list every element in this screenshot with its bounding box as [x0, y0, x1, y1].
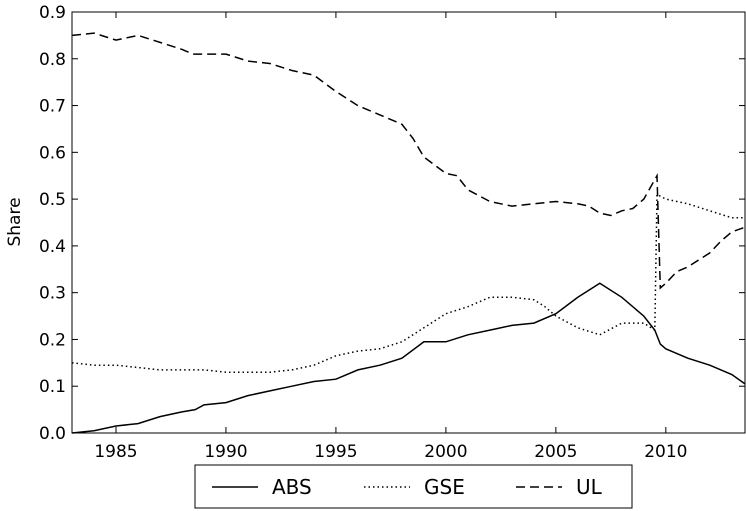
- data-line: [71, 32, 746, 290]
- x-tick-label: 2000: [424, 442, 467, 462]
- y-tick-label: 0.8: [39, 50, 66, 70]
- y-tick-label: 0.9: [39, 3, 66, 23]
- legend-label: ABS: [272, 475, 312, 499]
- x-tick-label: 2005: [534, 442, 577, 462]
- plot-frame: [71, 11, 746, 434]
- x-tick-label: 1985: [94, 442, 137, 462]
- y-tick-label: 0.0: [39, 424, 66, 444]
- data-line: [71, 282, 746, 434]
- legend-label: UL: [576, 475, 603, 499]
- x-tick-label: 1990: [204, 442, 247, 462]
- y-tick-label: 0.2: [39, 330, 66, 350]
- y-tick-label: 0.4: [39, 237, 66, 257]
- y-tick-label: 0.6: [39, 143, 66, 163]
- x-tick-label: 1995: [314, 442, 357, 462]
- y-tick-label: 0.1: [39, 377, 66, 397]
- legend-label: GSE: [424, 475, 465, 499]
- y-tick-label: 0.7: [39, 97, 66, 117]
- y-tick-label: 0.5: [39, 190, 66, 210]
- legend-box: [194, 464, 633, 509]
- y-tick-label: 0.3: [39, 284, 66, 304]
- y-axis-label: Share: [5, 197, 25, 246]
- x-tick-label: 2010: [644, 442, 687, 462]
- data-line: [71, 193, 745, 373]
